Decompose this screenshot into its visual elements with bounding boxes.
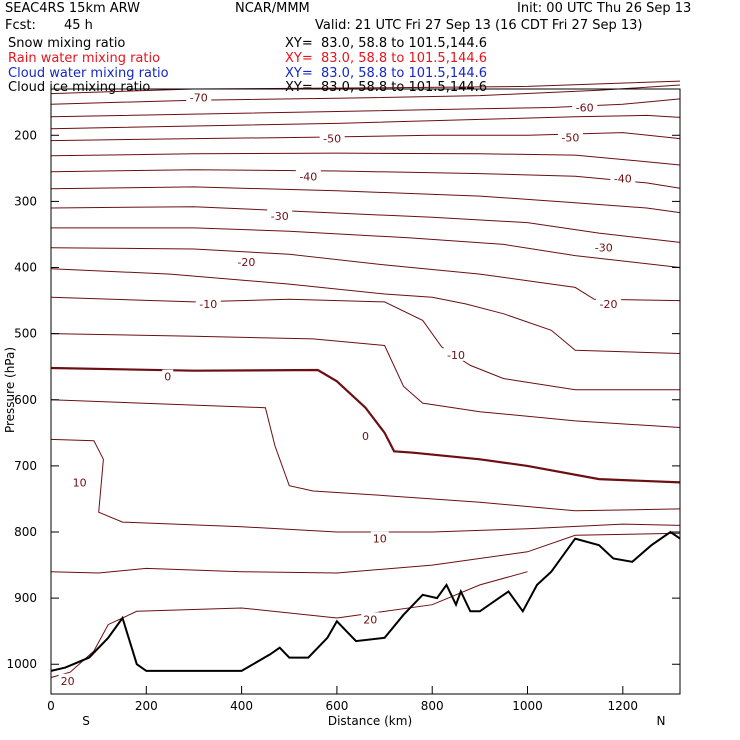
field-xy-rain: XY= 83.0, 58.8 to 101.5,144.6: [285, 51, 488, 66]
contour-label: 20: [61, 675, 75, 688]
contour-label: -30: [595, 242, 613, 255]
x-tick-label: 200: [135, 699, 158, 713]
contour-label: -40: [299, 170, 317, 183]
y-tick-label: 700: [14, 459, 37, 473]
contour-label-bg: [295, 169, 321, 183]
field-xy-snow: XY= 83.0, 58.8 to 101.5,144.6: [285, 36, 488, 51]
contour-label: -20: [237, 256, 255, 269]
contour-label-bg: [186, 90, 212, 104]
contour-label: -20: [600, 298, 618, 311]
contour-label-bg: [70, 475, 89, 489]
field-name-cloud: Cloud water mixing ratio: [8, 66, 169, 81]
y-tick-label: 400: [14, 261, 37, 275]
y-tick-label: 500: [14, 327, 37, 341]
field-name-snow: Snow mixing ratio: [8, 36, 126, 51]
contour-line-20: [50, 571, 528, 678]
contour-line-10: [50, 438, 681, 533]
contour-label-layer: -70 -60 -50 -50 -40 -40 -30 -30 -20 -20 -10 -10 0 0 10…: [58, 90, 636, 688]
x-tick-label: 0: [47, 699, 55, 713]
x-tick-label: 1200: [608, 699, 639, 713]
contour-label-bg: [267, 208, 293, 222]
contour-label: -30: [271, 210, 289, 223]
contour-label: -70: [190, 92, 208, 105]
field-xy-cloud: XY= 83.0, 58.8 to 101.5,144.6: [285, 66, 488, 81]
terrain-layer: [50, 530, 681, 672]
contour-label-bg: [361, 612, 380, 626]
contour-line-m15: [50, 268, 681, 354]
init-label: Init: 00 UTC Thu 26 Sep 13: [517, 1, 692, 16]
contour-label: -40: [614, 172, 632, 185]
contour-line-m5: [50, 333, 681, 428]
contour-label-bg: [572, 100, 598, 114]
x-tick-label: 400: [230, 699, 253, 713]
north-end-label: N: [657, 714, 666, 728]
contour-line-5: [50, 399, 681, 512]
contour-line-m35: [50, 186, 681, 214]
contour-label-bg: [162, 369, 174, 383]
fcst-label: Fcst:: [5, 18, 36, 33]
org-label: NCAR/MMM: [235, 1, 310, 16]
south-end-label: S: [82, 714, 90, 728]
contour-line-m80: [50, 80, 681, 95]
y-tick-label: 300: [14, 194, 37, 208]
model-title: SEAC4RS 15km ARW: [5, 1, 141, 16]
contour-line-m60: [50, 98, 681, 118]
contour-line-m25: [51, 227, 681, 268]
contour-line-m55: [50, 114, 681, 130]
contour-line-m50: [50, 132, 681, 142]
field-name-rain: Rain water mixing ratio: [8, 51, 161, 66]
contour-label: -50: [323, 133, 341, 146]
x-tick-label: 1000: [512, 699, 543, 713]
y-axis-title: Pressure (hPa): [3, 347, 17, 433]
contour-line-0: [50, 366, 681, 484]
contour-layer: [50, 80, 681, 678]
y-tick-label: 200: [14, 128, 37, 142]
contour-label: 20: [363, 613, 377, 626]
contour-line-m45: [50, 152, 681, 166]
contour-label: 10: [73, 476, 87, 489]
y-tick-label: 800: [14, 525, 37, 539]
contour-label: 10: [373, 533, 387, 546]
contour-line-m20: [50, 247, 681, 302]
y-tick-label: 900: [14, 591, 37, 605]
contour-label: 0: [164, 371, 171, 384]
contour-label-bg: [233, 255, 259, 269]
contour-label-bg: [360, 429, 371, 443]
contour-line-15: [50, 532, 681, 574]
terrain-line: [50, 530, 681, 672]
contour-line-m40: [50, 169, 681, 189]
valid-label: Valid: 21 UTC Fri 27 Sep 13 (16 CDT Fri …: [315, 18, 643, 33]
contour-label-bg: [58, 673, 77, 687]
contour-label-bg: [591, 240, 617, 254]
contour-label-bg: [195, 296, 221, 310]
contour-label: -50: [561, 131, 579, 144]
contour-label-bg: [557, 130, 583, 144]
axis-layer: 0 200 400 600 800 1000 12002003004005006007008…: [6, 128, 680, 713]
contour-label: -10: [199, 298, 217, 311]
contour-label: -60: [576, 102, 594, 115]
contour-label-bg: [370, 531, 389, 545]
contour-label: 0: [362, 430, 369, 443]
y-tick-label: 1000: [6, 657, 37, 671]
plot-frame: [50, 88, 681, 695]
contour-label-bg: [596, 296, 622, 310]
contour-line-m30: [50, 206, 681, 243]
contour-label-bg: [443, 347, 469, 361]
contour-label: -10: [447, 349, 465, 362]
x-tick-label: 600: [325, 699, 348, 713]
x-tick-label: 800: [421, 699, 444, 713]
field-name-ice: Cloud ice mixing ratio: [8, 80, 151, 95]
fcst-value: 45 h: [64, 18, 93, 33]
y-tick-label: 600: [14, 393, 37, 407]
contour-label-bg: [610, 171, 636, 185]
contour-label-bg: [319, 131, 345, 145]
contour-line-m10: [50, 296, 680, 391]
x-axis-title: Distance (km): [328, 714, 412, 728]
